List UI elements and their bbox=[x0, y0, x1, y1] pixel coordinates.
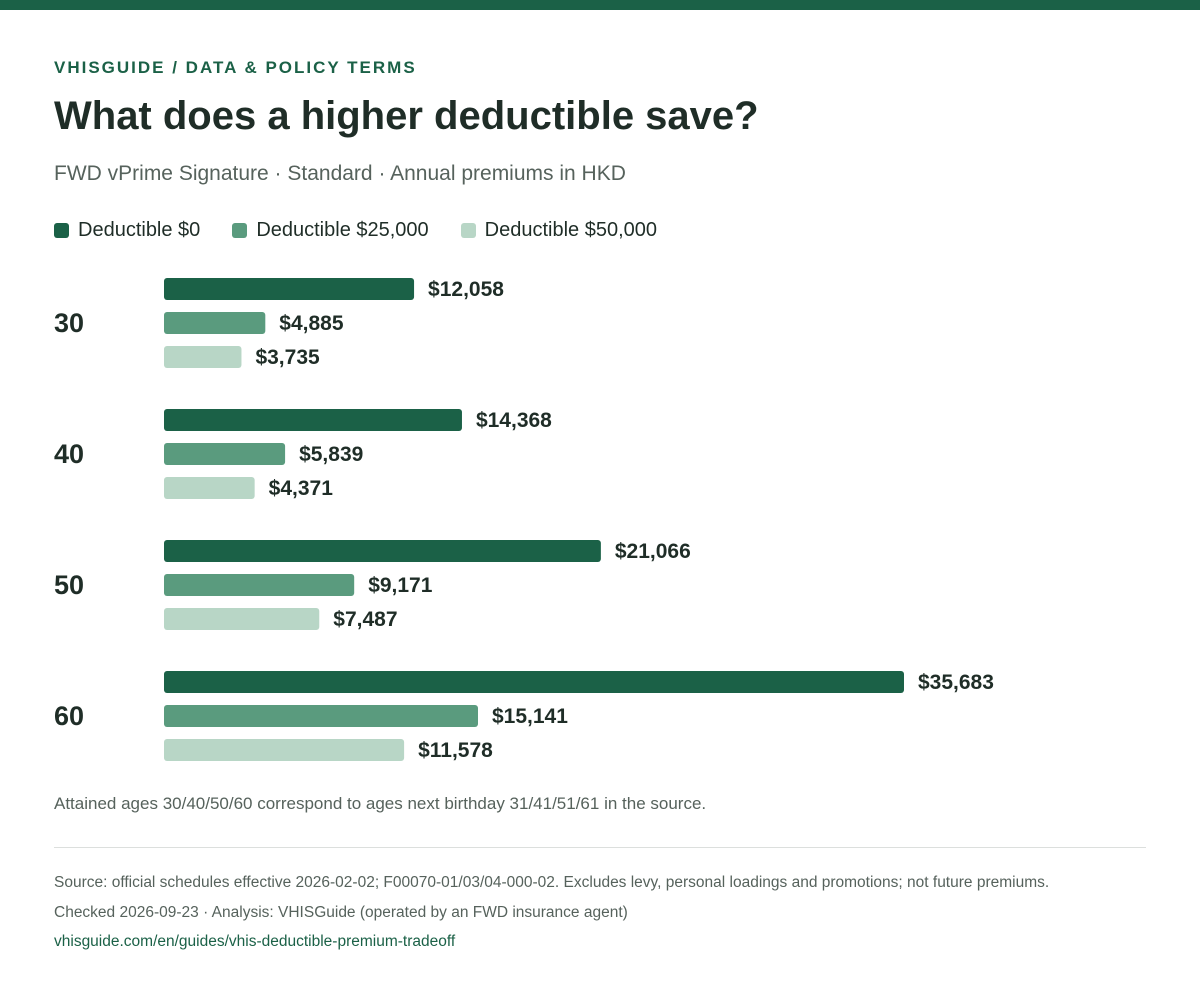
bar-value-label: $7,487 bbox=[333, 608, 397, 631]
bar-value-label: $12,058 bbox=[428, 278, 504, 301]
bar-50-series-0 bbox=[164, 540, 601, 562]
bar-50-series-2 bbox=[164, 608, 320, 630]
legend-swatch bbox=[232, 222, 248, 238]
age-category-label: 40 bbox=[54, 439, 84, 469]
legend-item-deductible-50000: Deductible $50,000 bbox=[460, 218, 658, 242]
legend-label: Deductible $50,000 bbox=[484, 218, 658, 241]
source-url-link[interactable]: vhisguide.com/en/guides/vhis-deductible-… bbox=[54, 933, 456, 950]
bar-value-label: $4,371 bbox=[269, 477, 334, 500]
legend-item-deductible-25000: Deductible $25,000 bbox=[232, 218, 429, 242]
source-note: Source: official schedules effective 202… bbox=[54, 874, 1050, 891]
bar-value-label: $11,578 bbox=[418, 739, 493, 762]
bar-40-series-1 bbox=[164, 443, 286, 465]
top-accent-bar bbox=[0, 0, 1200, 10]
bar-value-label: $21,066 bbox=[615, 540, 691, 563]
bar-value-label: $3,735 bbox=[255, 346, 320, 369]
bar-60-series-2 bbox=[164, 739, 405, 761]
age-category-label: 60 bbox=[54, 701, 84, 731]
page-title: What does a higher deductible save? bbox=[54, 94, 759, 138]
bar-value-label: $14,368 bbox=[476, 409, 552, 432]
checked-note: Checked 2026-09-23 · Analysis: VHISGuide… bbox=[54, 904, 628, 921]
page-subtitle: FWD vPrime Signature · Standard · Annual… bbox=[54, 162, 626, 185]
bar-30-series-1 bbox=[164, 312, 266, 334]
eyebrow-label: VHISGUIDE / DATA & POLICY TERMS bbox=[54, 58, 417, 77]
bar-50-series-1 bbox=[164, 574, 355, 596]
chart-legend: Deductible $0 Deductible $25,000 Deducti… bbox=[54, 217, 689, 243]
bar-value-label: $15,141 bbox=[492, 705, 568, 728]
legend-label: Deductible $0 bbox=[78, 218, 201, 241]
bar-value-label: $5,839 bbox=[299, 443, 363, 466]
age-category-label: 50 bbox=[54, 570, 84, 600]
bar-40-series-2 bbox=[164, 477, 255, 499]
bar-value-label: $9,171 bbox=[368, 574, 433, 597]
bar-30-series-2 bbox=[164, 346, 242, 368]
chart-footnote: Attained ages 30/40/50/60 correspond to … bbox=[54, 794, 707, 813]
bar-40-series-0 bbox=[164, 409, 462, 431]
bar-value-label: $4,885 bbox=[279, 312, 344, 335]
bar-60-series-0 bbox=[164, 671, 904, 693]
bar-60-series-1 bbox=[164, 705, 478, 727]
age-category-label: 30 bbox=[54, 308, 84, 338]
legend-swatch bbox=[54, 222, 69, 238]
premium-bar-chart: 30 $12,058 $4,885 $3,735 40 $14,368 $5,839 $4,3… bbox=[54, 278, 994, 762]
bar-value-label: $35,683 bbox=[918, 671, 994, 694]
legend-swatch bbox=[460, 222, 476, 238]
legend-item-deductible-0: Deductible $0 bbox=[54, 219, 200, 242]
footer-divider bbox=[54, 847, 1146, 848]
bar-30-series-0 bbox=[164, 278, 415, 300]
legend-label: Deductible $25,000 bbox=[256, 218, 429, 241]
